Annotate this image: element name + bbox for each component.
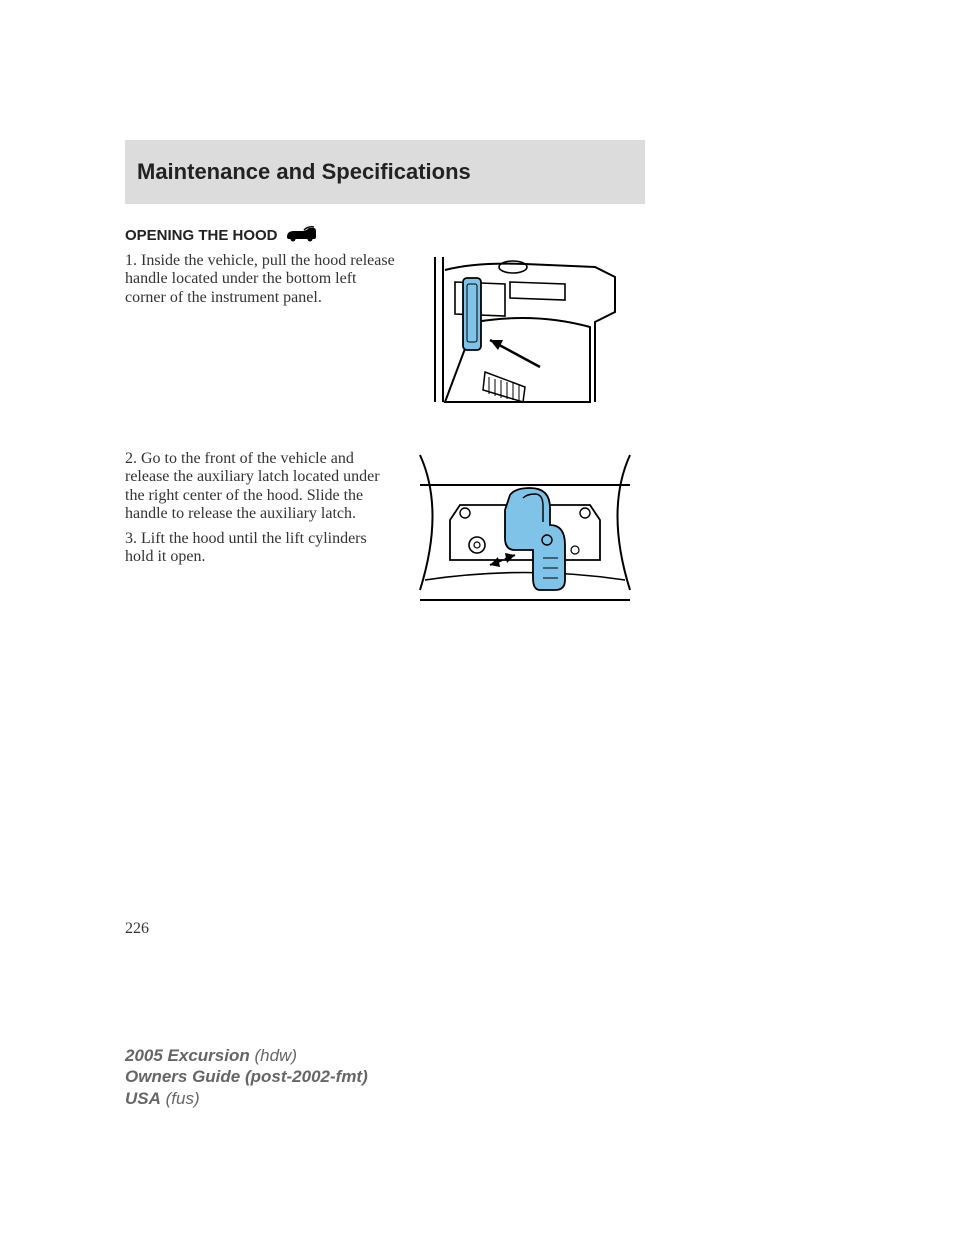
subheading-row: OPENING THE HOOD [125, 224, 825, 246]
page-content: Maintenance and Specifications OPENING T… [125, 140, 825, 630]
footer-line2: Owners Guide (post-2002-fmt) [125, 1066, 368, 1087]
figure-auxiliary-latch [415, 450, 635, 630]
step2-text: 2. Go to the front of the vehicle and re… [125, 450, 395, 524]
footer-region: USA [125, 1089, 161, 1108]
step1-text-col: 1. Inside the vehicle, pull the hood rel… [125, 252, 395, 422]
footer-code3: (fus) [161, 1089, 200, 1108]
subheading-text: OPENING THE HOOD [125, 227, 278, 244]
step3-text: 3. Lift the hood until the lift cylinder… [125, 530, 395, 567]
step2-text-col: 2. Go to the front of the vehicle and re… [125, 450, 395, 630]
footer-model: 2005 Excursion [125, 1046, 250, 1065]
figure2-col [415, 450, 825, 630]
footer-code1: (hdw) [250, 1046, 297, 1065]
section-header-band: Maintenance and Specifications [125, 140, 645, 204]
figure1-col [415, 252, 825, 422]
step1-text: 1. Inside the vehicle, pull the hood rel… [125, 252, 395, 307]
step2-row: 2. Go to the front of the vehicle and re… [125, 450, 825, 630]
footer-line3: USA (fus) [125, 1088, 368, 1109]
car-hood-open-icon [284, 224, 318, 246]
section-title: Maintenance and Specifications [137, 159, 471, 185]
footer-guide: Owners Guide (post-2002-fmt) [125, 1067, 368, 1086]
figure-hood-release-interior [415, 252, 625, 422]
footer: 2005 Excursion (hdw) Owners Guide (post-… [125, 1045, 368, 1109]
step1-row: 1. Inside the vehicle, pull the hood rel… [125, 252, 825, 422]
page-number: 226 [125, 920, 149, 938]
footer-line1: 2005 Excursion (hdw) [125, 1045, 368, 1066]
